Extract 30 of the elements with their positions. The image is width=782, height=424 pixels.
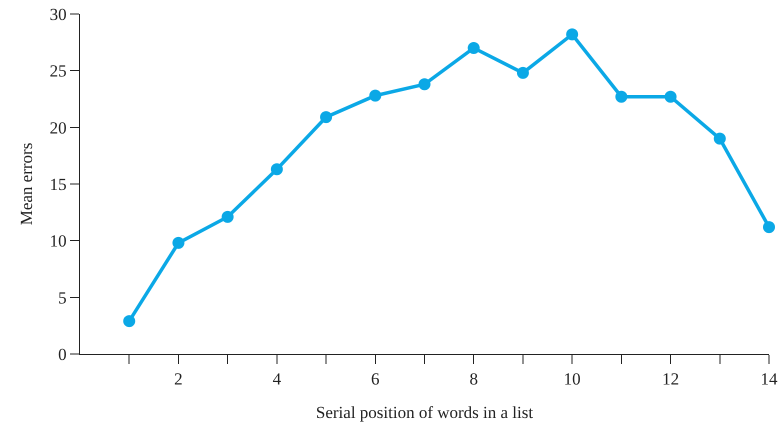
point — [714, 132, 726, 145]
y-tick-label: 25 — [50, 62, 67, 81]
point — [270, 163, 283, 176]
y-tick-label: 10 — [50, 232, 67, 251]
point — [516, 66, 529, 79]
y-tick-label: 15 — [50, 174, 67, 194]
y-tick-label: 0 — [58, 344, 67, 364]
y-tick-label: 5 — [58, 288, 67, 308]
x-tick-label: 6 — [371, 369, 380, 388]
point — [222, 210, 234, 223]
x-tick-label: 14 — [760, 369, 778, 388]
point — [418, 78, 430, 90]
point — [123, 315, 136, 328]
x-tick-label: 12 — [662, 369, 680, 388]
y-axis-title: Mean errors — [17, 142, 36, 226]
point — [320, 111, 332, 124]
x-tick-label: 10 — [564, 369, 581, 388]
point — [664, 90, 677, 103]
y-tick-label: 30 — [50, 4, 67, 24]
x-axis-title: Serial position of words in a list — [316, 402, 534, 422]
y-tick-label: 20 — [50, 118, 67, 138]
x-tick-label: 2 — [174, 369, 183, 388]
x-tick-label: 8 — [469, 369, 478, 388]
point — [369, 90, 382, 102]
x-tick-label: 4 — [272, 369, 282, 388]
point — [615, 90, 628, 103]
point — [763, 221, 775, 234]
point — [468, 42, 480, 54]
point — [172, 236, 184, 249]
point — [566, 28, 578, 40]
